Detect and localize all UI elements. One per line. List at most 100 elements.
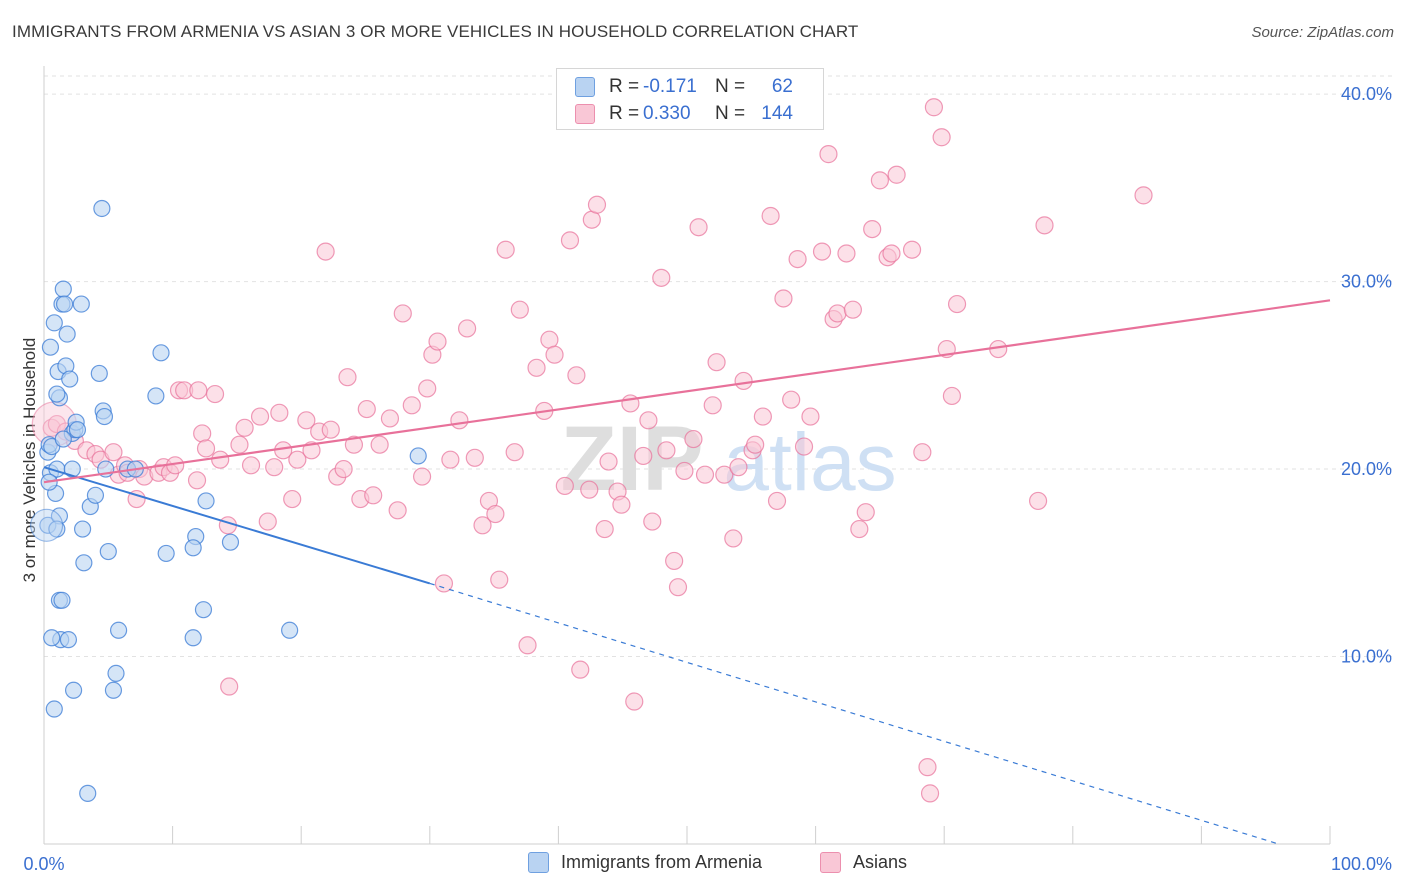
asians-point xyxy=(746,435,765,454)
asians-point xyxy=(220,677,239,696)
asians-point xyxy=(856,503,875,522)
armenia-point xyxy=(194,601,213,619)
asians-point xyxy=(189,381,208,400)
legend-row-armenia: R = -0.171 N = 62 xyxy=(575,74,793,100)
armenia-point xyxy=(109,621,128,639)
armenia-point xyxy=(79,784,97,802)
armenia-point xyxy=(107,664,125,683)
legend-row-asians: R = 0.330 N = 144 xyxy=(575,101,793,127)
asians-point xyxy=(486,504,505,524)
asians-point xyxy=(707,353,726,372)
legend-swatch-pink xyxy=(575,104,595,124)
asians-point xyxy=(288,450,307,469)
armenia-point xyxy=(184,539,202,557)
asians-point xyxy=(187,471,207,490)
asians-point xyxy=(338,368,357,387)
armenia-point xyxy=(86,486,105,504)
asians-point xyxy=(402,396,421,415)
asians-point xyxy=(657,441,676,460)
armenia-point xyxy=(54,430,72,448)
asians-point xyxy=(545,345,564,364)
asians-point xyxy=(801,407,820,426)
asians-point xyxy=(774,289,793,308)
armenia-point xyxy=(54,280,72,298)
armenia-point xyxy=(41,338,60,356)
asians-point xyxy=(767,491,787,511)
asians-point xyxy=(571,660,590,679)
asians-point xyxy=(580,480,599,499)
series-legend: Immigrants from Armenia Asians xyxy=(0,852,1406,878)
legend-r-value: -0.171 xyxy=(643,76,697,97)
asians-point xyxy=(920,784,940,803)
chart-title: IMMIGRANTS FROM ARMENIA VS ASIAN 3 OR MO… xyxy=(12,22,859,41)
asians-point xyxy=(675,461,694,481)
asians-point xyxy=(1028,491,1048,511)
asians-point xyxy=(560,231,580,250)
asians-point xyxy=(942,386,962,406)
asians-point xyxy=(703,396,722,415)
asians-point xyxy=(1134,186,1153,205)
asians-point xyxy=(612,495,631,514)
asians-point xyxy=(734,371,753,391)
armenia-point xyxy=(61,370,79,388)
asians-point xyxy=(761,206,780,226)
asians-point xyxy=(441,450,460,469)
asians-trend-line xyxy=(43,299,1331,484)
asians-point xyxy=(258,512,277,531)
asians-point xyxy=(587,195,607,214)
legend-swatch-blue xyxy=(575,77,595,97)
asians-point xyxy=(473,516,492,535)
armenia-point xyxy=(45,700,63,718)
series-legend-armenia[interactable]: Immigrants from Armenia xyxy=(528,852,762,873)
asians-point xyxy=(665,551,684,571)
source-label: Source: ZipAtlas.com xyxy=(1251,24,1394,41)
asians-point xyxy=(788,249,807,269)
asians-point xyxy=(794,437,814,456)
correlation-legend: R = -0.171 N = 62 R = 0.330 N = 144 xyxy=(556,68,824,130)
series-legend-asians[interactable]: Asians xyxy=(820,852,907,873)
x-tick-label: 100.0% xyxy=(1331,854,1392,874)
asians-point xyxy=(782,390,801,409)
asians-point xyxy=(812,242,832,261)
asians-point xyxy=(434,574,454,593)
asians-point xyxy=(364,486,383,505)
y-tick-label: 10.0% xyxy=(1341,647,1392,667)
armenia-point xyxy=(59,631,78,649)
armenia-point xyxy=(43,629,61,647)
asians-point xyxy=(689,218,708,237)
x-tick-label: 0.0% xyxy=(23,854,64,874)
asians-point xyxy=(321,420,340,439)
series-swatch-pink xyxy=(820,852,841,873)
asians-point xyxy=(316,242,335,261)
asians-point xyxy=(518,636,537,655)
asians-point xyxy=(729,458,748,477)
asians-point xyxy=(196,439,216,458)
asians-point xyxy=(490,570,509,589)
armenia-point xyxy=(68,421,87,439)
asians-point xyxy=(380,409,400,428)
armenia-point xyxy=(64,681,83,699)
asians-point xyxy=(695,465,715,484)
asians-point xyxy=(297,411,316,430)
asians-point xyxy=(230,435,249,454)
asians-point xyxy=(205,384,225,404)
legend-n-label: N = xyxy=(715,76,746,97)
asians-point xyxy=(465,448,484,467)
asians-point xyxy=(250,407,270,426)
asians-point xyxy=(334,459,353,479)
armenia-point xyxy=(197,492,215,510)
armenia-point xyxy=(104,681,123,699)
armenia-point xyxy=(53,591,71,609)
asians-point xyxy=(652,268,671,287)
asians-point xyxy=(668,578,688,597)
asians-point xyxy=(393,304,412,323)
asians-point xyxy=(265,458,284,477)
armenia-point xyxy=(93,199,111,218)
y-tick-label: 40.0% xyxy=(1341,84,1392,104)
asians-point xyxy=(863,219,882,239)
armenia-point xyxy=(281,621,299,639)
asians-point xyxy=(684,429,703,449)
asians-point xyxy=(1035,216,1054,235)
asians-point xyxy=(193,424,212,443)
asians-point xyxy=(357,399,376,419)
